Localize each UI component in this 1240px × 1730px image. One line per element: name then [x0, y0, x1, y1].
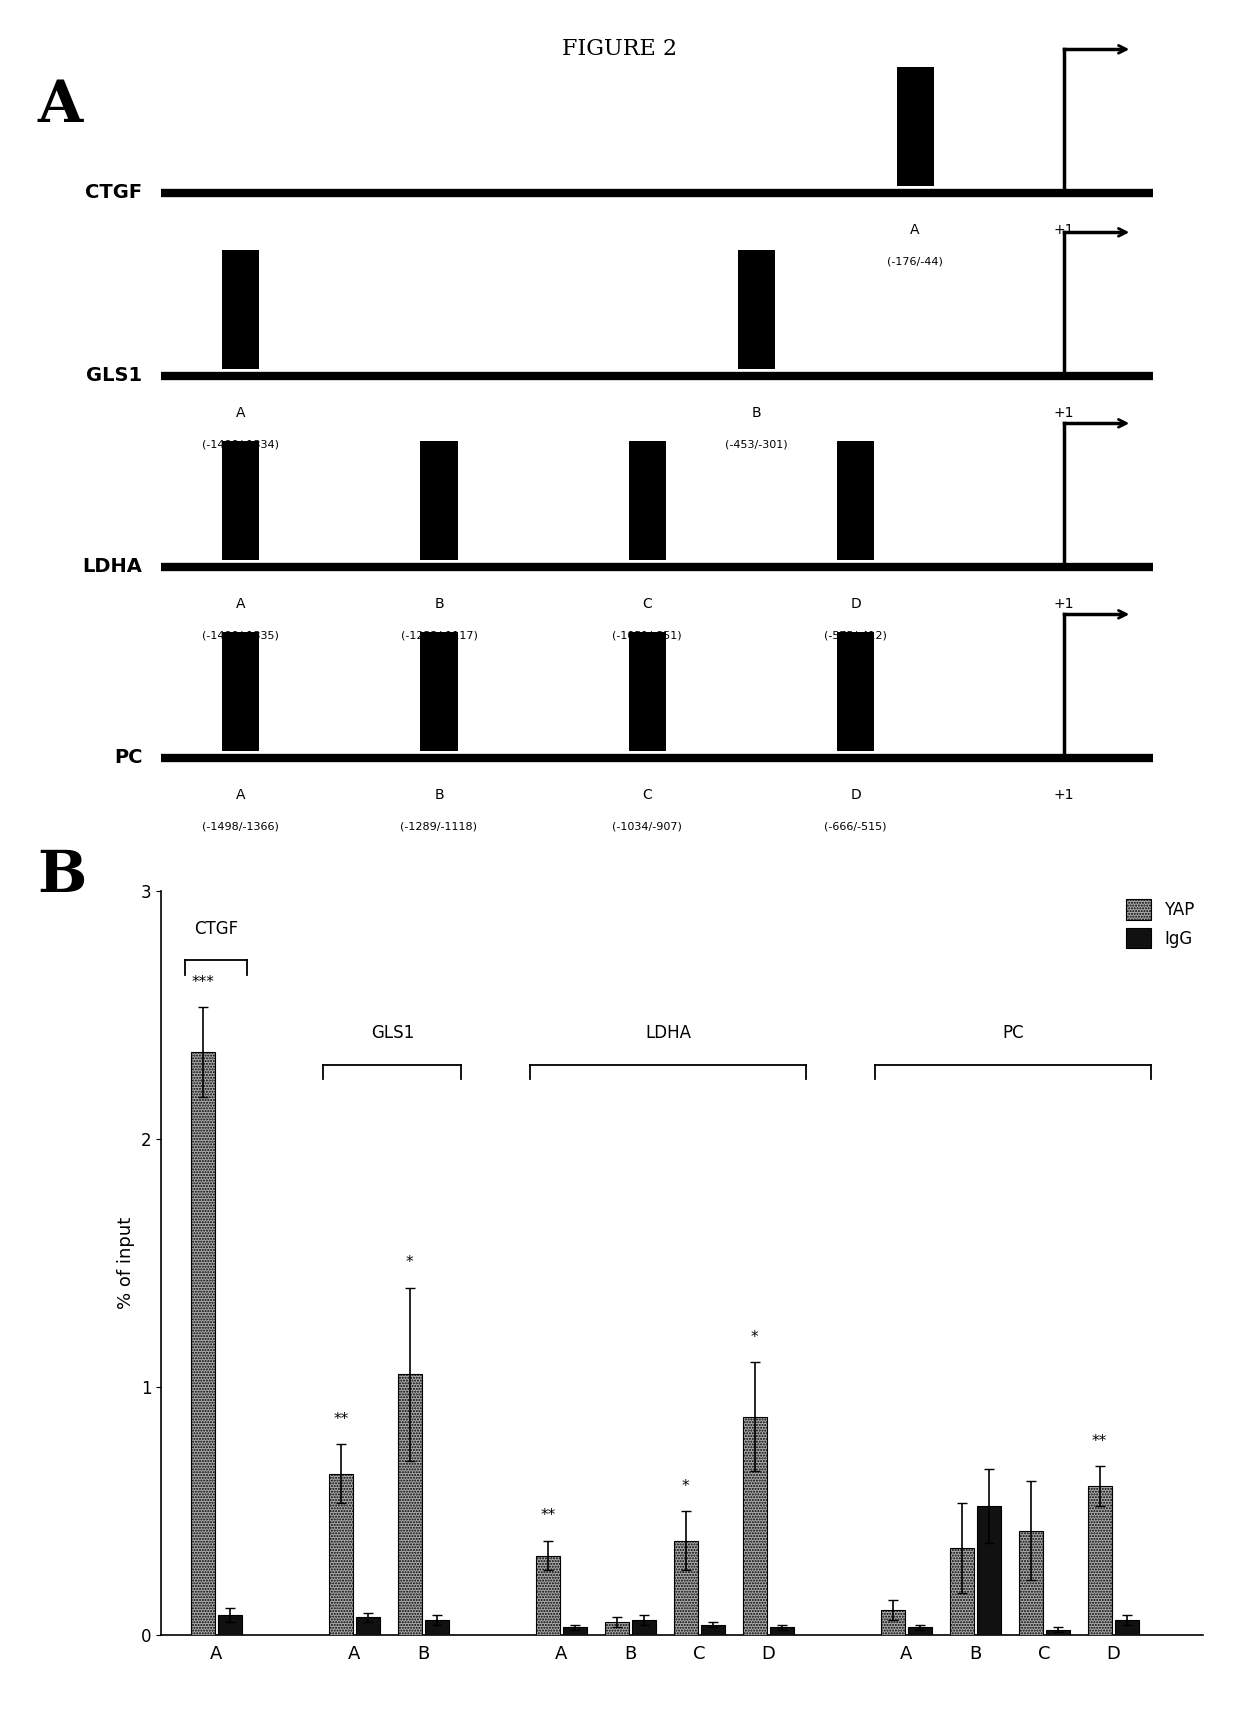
Text: (-575/-412): (-575/-412) — [825, 630, 887, 640]
Y-axis label: % of input: % of input — [118, 1216, 135, 1310]
Text: B: B — [434, 597, 444, 611]
Text: (-1499/-1334): (-1499/-1334) — [202, 439, 279, 450]
Text: B: B — [37, 848, 87, 903]
Text: (-666/-515): (-666/-515) — [825, 822, 887, 830]
Bar — [1087, 1486, 1112, 1635]
Text: +1: +1 — [1054, 597, 1074, 611]
Bar — [356, 1618, 379, 1635]
Text: D: D — [851, 787, 861, 801]
Text: **: ** — [1092, 1434, 1107, 1450]
Bar — [701, 1624, 724, 1635]
Text: CTGF: CTGF — [86, 183, 143, 202]
Bar — [536, 1555, 560, 1635]
Bar — [629, 631, 666, 751]
Bar — [770, 1628, 794, 1635]
Bar — [743, 1417, 766, 1635]
Bar — [605, 1623, 629, 1635]
Bar — [673, 1541, 698, 1635]
Bar — [1018, 1531, 1043, 1635]
Text: A: A — [236, 597, 246, 611]
Bar — [631, 1619, 656, 1635]
Bar — [425, 1619, 449, 1635]
Text: PC: PC — [114, 747, 143, 766]
Text: **: ** — [541, 1509, 556, 1522]
Legend: YAP, IgG: YAP, IgG — [1126, 900, 1194, 948]
Text: +1: +1 — [1054, 223, 1074, 237]
Bar — [908, 1628, 931, 1635]
Bar — [398, 1374, 422, 1635]
Bar — [1045, 1630, 1070, 1635]
Bar — [420, 631, 458, 751]
Bar — [837, 631, 874, 751]
Bar — [837, 441, 874, 561]
Text: LDHA: LDHA — [645, 1024, 691, 1041]
Text: B: B — [434, 787, 444, 801]
Text: D: D — [851, 597, 861, 611]
Text: GLS1: GLS1 — [371, 1024, 414, 1041]
Bar — [629, 441, 666, 561]
Bar — [1115, 1619, 1138, 1635]
Text: FIGURE 2: FIGURE 2 — [563, 38, 677, 61]
Text: GLS1: GLS1 — [87, 367, 143, 386]
Text: *: * — [682, 1479, 689, 1493]
Bar — [897, 67, 934, 187]
Text: *: * — [751, 1330, 759, 1344]
Text: CTGF: CTGF — [195, 920, 238, 938]
Bar — [218, 1616, 242, 1635]
Bar — [738, 249, 775, 368]
Text: B: B — [751, 407, 761, 420]
Text: C: C — [642, 597, 652, 611]
Text: (-1034/-907): (-1034/-907) — [613, 822, 682, 830]
Text: (-1232/-1117): (-1232/-1117) — [401, 630, 477, 640]
Text: PC: PC — [1002, 1024, 1024, 1041]
Bar — [191, 1052, 215, 1635]
Bar — [222, 249, 259, 368]
Bar — [880, 1611, 905, 1635]
Bar — [222, 631, 259, 751]
Bar — [420, 441, 458, 561]
Text: ***: *** — [191, 976, 215, 990]
Text: A: A — [236, 787, 246, 801]
Text: A: A — [236, 407, 246, 420]
Text: LDHA: LDHA — [83, 557, 143, 576]
Text: (-176/-44): (-176/-44) — [887, 256, 944, 266]
Text: (-1289/-1118): (-1289/-1118) — [401, 822, 477, 830]
Bar — [977, 1505, 1001, 1635]
Bar — [950, 1548, 973, 1635]
Text: **: ** — [334, 1412, 348, 1427]
Text: (-1498/-1366): (-1498/-1366) — [202, 822, 279, 830]
Text: +1: +1 — [1054, 787, 1074, 801]
Bar — [329, 1474, 353, 1635]
Text: (-1499/-1335): (-1499/-1335) — [202, 630, 279, 640]
Text: +1: +1 — [1054, 407, 1074, 420]
Text: (-1051/-851): (-1051/-851) — [613, 630, 682, 640]
Text: (-453/-301): (-453/-301) — [725, 439, 787, 450]
Text: A: A — [37, 78, 82, 133]
Bar — [563, 1628, 587, 1635]
Bar — [222, 441, 259, 561]
Text: A: A — [910, 223, 920, 237]
Text: *: * — [405, 1256, 414, 1270]
Text: C: C — [642, 787, 652, 801]
